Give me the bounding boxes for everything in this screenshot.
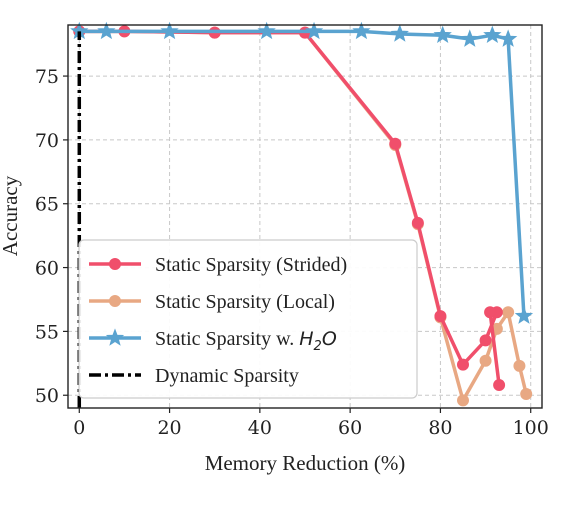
series-2-point bbox=[160, 21, 179, 40]
series-1-point bbox=[457, 394, 469, 407]
series-2-point bbox=[352, 21, 371, 40]
legend-math-tail: O bbox=[322, 328, 337, 350]
y-tick-label: 75 bbox=[35, 66, 59, 88]
y-axis-label: Accuracy bbox=[0, 175, 22, 256]
legend-label: Static Sparsity (Strided) bbox=[155, 254, 347, 276]
y-tick-label: 70 bbox=[35, 130, 59, 152]
y-tick-label: 50 bbox=[35, 385, 59, 407]
plot-frame bbox=[67, 24, 543, 409]
series-2-point bbox=[257, 21, 276, 40]
series-2-point bbox=[460, 29, 479, 47]
series-2-point bbox=[514, 306, 534, 324]
series-2-point bbox=[483, 25, 502, 44]
legend-math-symbol: H bbox=[299, 328, 313, 350]
series-0-point bbox=[389, 137, 402, 150]
series-layer bbox=[70, 21, 534, 408]
series-0-point bbox=[457, 358, 469, 371]
ticks-layer: 0 20 40 60 80 100 50 55 60 65 70 75 bbox=[35, 66, 549, 439]
legend-label: Dynamic Sparsity bbox=[155, 365, 299, 387]
series-2-point bbox=[390, 24, 409, 42]
x-tick-label: 20 bbox=[157, 417, 181, 439]
legend-label: Static Sparsity (Local) bbox=[155, 291, 335, 313]
x-tick-label: 0 bbox=[73, 417, 85, 439]
series-2-point bbox=[97, 21, 116, 40]
legend-marker bbox=[109, 295, 121, 307]
legend-label: Static Sparsity w. H2O bbox=[155, 328, 337, 354]
y-tick-label: 60 bbox=[35, 258, 59, 280]
series-1-point bbox=[513, 359, 526, 372]
legend-marker bbox=[109, 258, 121, 270]
series-0-point bbox=[484, 306, 497, 319]
x-tick-label: 100 bbox=[513, 417, 549, 439]
series-0-point bbox=[479, 334, 492, 347]
series-0-point bbox=[411, 216, 424, 229]
series-2-point bbox=[304, 21, 324, 40]
legend-math-subscript: 2 bbox=[314, 339, 322, 354]
x-tick-label: 40 bbox=[248, 417, 272, 439]
legend: Static Sparsity (Strided) Static Sparsity… bbox=[78, 239, 418, 399]
series-0-point bbox=[493, 379, 506, 392]
legend-box bbox=[78, 239, 418, 399]
series-1-point bbox=[520, 387, 533, 400]
series-2-point bbox=[498, 29, 518, 47]
y-tick-label: 65 bbox=[35, 194, 59, 216]
y-tick-label: 55 bbox=[35, 321, 59, 343]
series-2-point bbox=[433, 25, 452, 44]
series-0-point bbox=[434, 310, 447, 323]
series-1-point bbox=[479, 354, 492, 367]
x-tick-label: 60 bbox=[338, 417, 362, 439]
legend-marker bbox=[105, 328, 125, 346]
x-tick-label: 80 bbox=[428, 417, 452, 439]
series-1-point bbox=[502, 306, 515, 319]
x-axis-label: Memory Reduction (%) bbox=[205, 451, 406, 475]
